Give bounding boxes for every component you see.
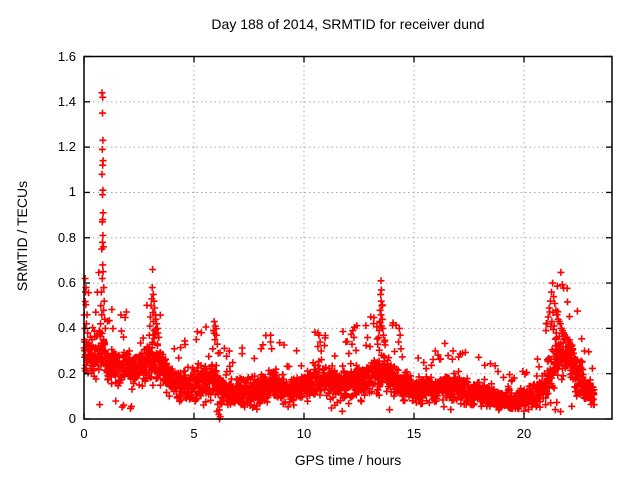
y-tick-label: 1.2 [57,139,76,155]
chart-title: Day 188 of 2014, SRMTID for receiver dun… [211,16,485,32]
y-tick-label: 0.4 [57,320,76,336]
y-tick-label: 1.4 [57,93,76,109]
y-tick-label: 1.6 [57,48,76,64]
y-tick-label: 0.8 [57,229,76,245]
y-tick-label: 0.2 [57,365,76,381]
x-tick-label: 20 [516,426,532,441]
y-tick-label: 1 [68,184,76,200]
scatter-points [80,89,598,423]
x-tick-label: 10 [296,426,312,441]
x-axis-label: GPS time / hours [294,452,402,468]
x-tick-label: 15 [406,426,422,441]
y-tick-label: 0.6 [57,275,76,291]
x-tick-label: 5 [190,426,198,441]
y-tick-label: 0 [68,411,76,426]
x-tick-label: 0 [80,426,88,441]
